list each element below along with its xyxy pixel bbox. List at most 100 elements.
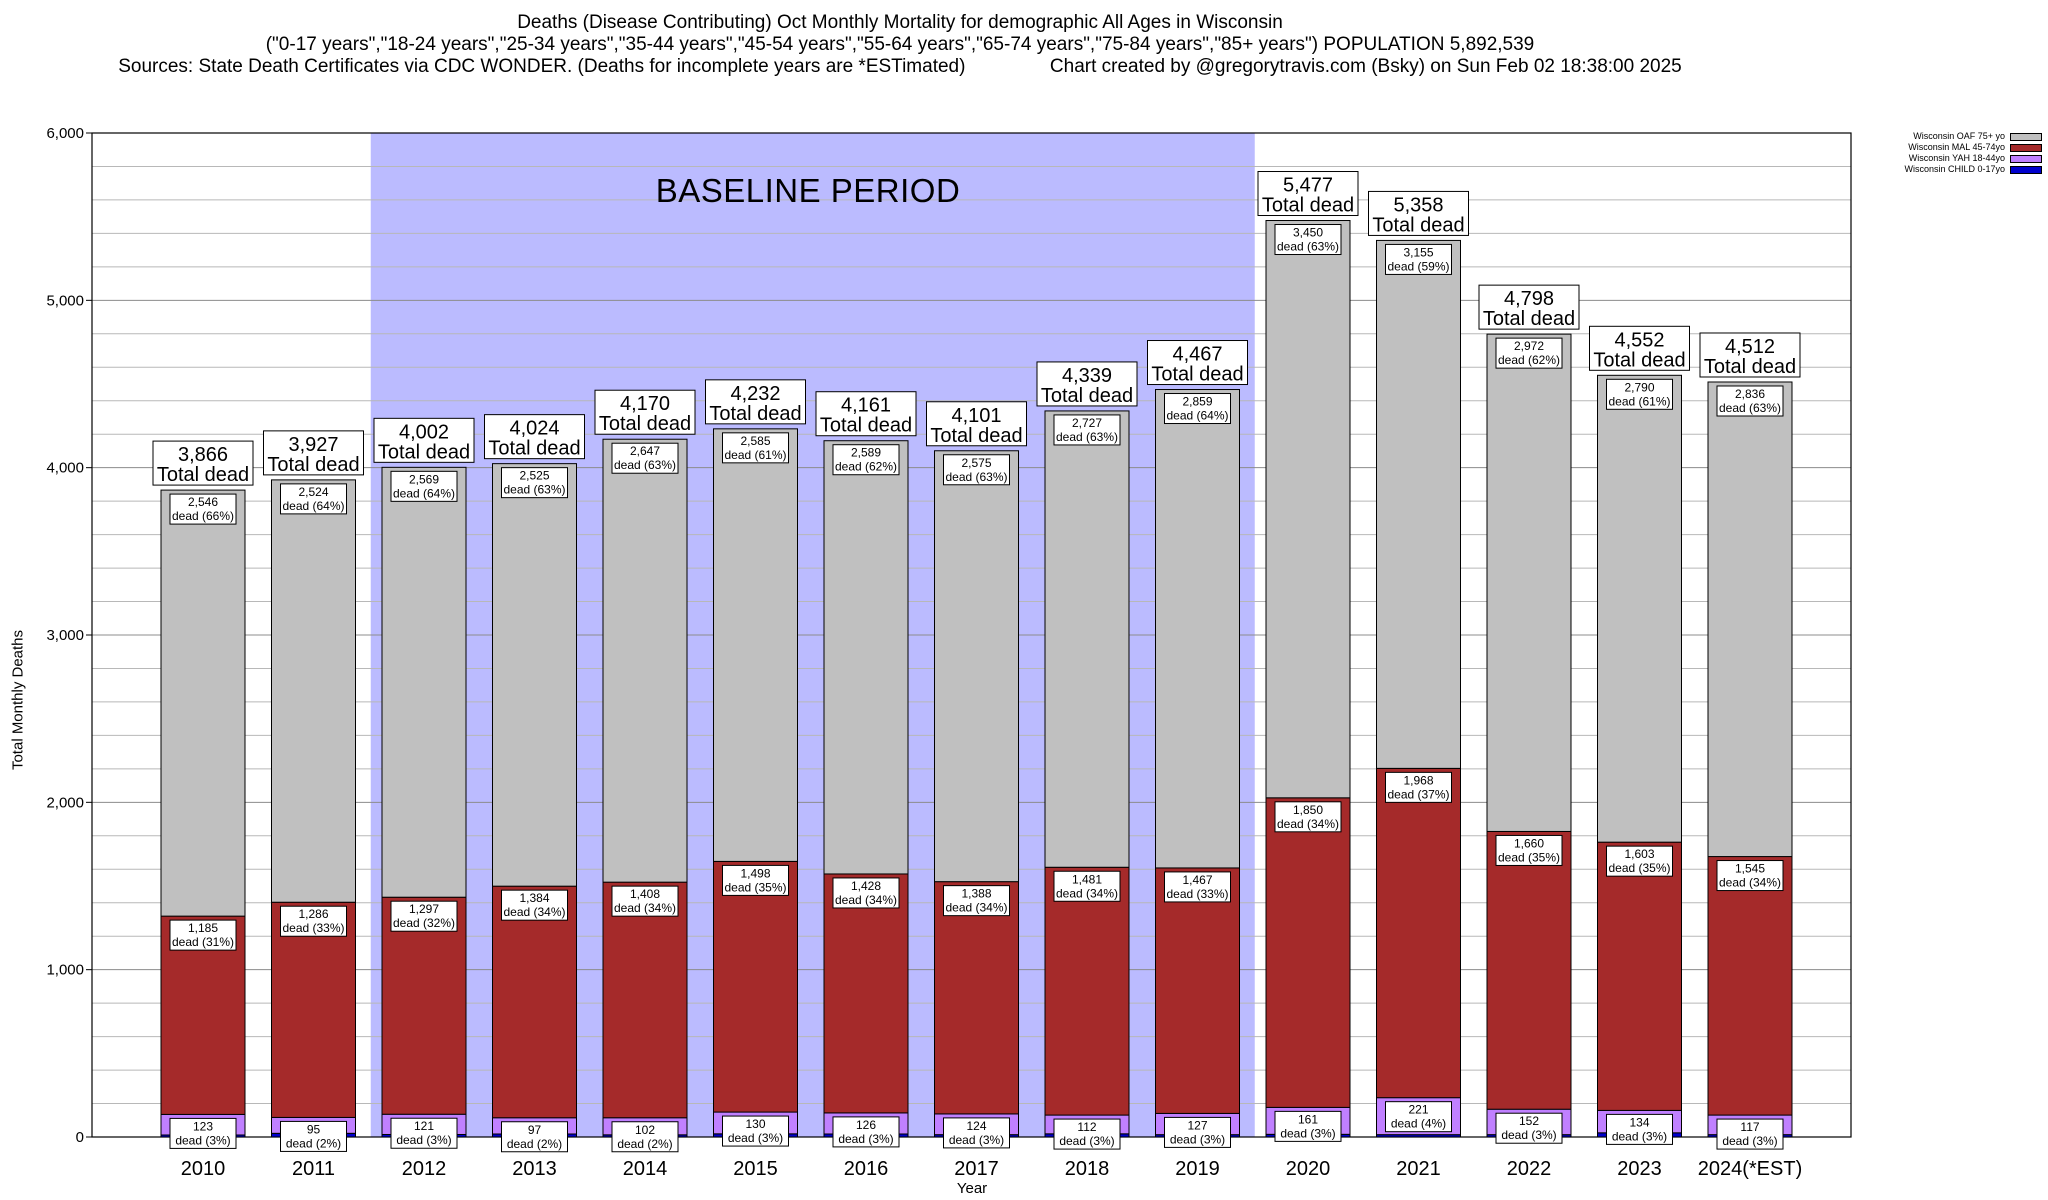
oaf-label-pct: dead (59%) xyxy=(1387,259,1449,273)
oaf-label-box xyxy=(611,442,679,474)
oaf-label-value: 3,155 xyxy=(1403,245,1433,259)
legend-item-yah: Wisconsin YAH 18-44yo xyxy=(1852,153,2042,164)
total-label-suffix: Total dead xyxy=(709,403,801,425)
total-label-box xyxy=(1699,332,1801,378)
x-tick-label: 2011 xyxy=(292,1158,335,1180)
yah-label-box xyxy=(1053,1118,1121,1150)
yah-label-value: 152 xyxy=(1519,1114,1539,1128)
yah-label-value: 112 xyxy=(1077,1120,1096,1134)
total-label-box xyxy=(594,389,696,435)
total-label-suffix: Total dead xyxy=(1041,385,1133,407)
oaf-label-pct: dead (64%) xyxy=(393,486,455,500)
yah-label-pct: dead (3%) xyxy=(396,1133,451,1147)
total-label-box xyxy=(373,417,475,463)
mal-label-box xyxy=(1716,860,1784,892)
bar-oaf-segment xyxy=(381,466,467,898)
oaf-label-value: 2,647 xyxy=(630,444,660,458)
y-tick-label: 6,000 xyxy=(46,125,84,142)
legend-label: Wisconsin YAH 18-44yo xyxy=(1908,153,2005,163)
bar-mal-segment xyxy=(602,881,688,1119)
mal-label-pct: dead (34%) xyxy=(1277,817,1339,831)
x-tick-label: 2020 xyxy=(1286,1158,1331,1180)
bar-oaf-segment xyxy=(934,450,1019,883)
mal-label-value: 1,297 xyxy=(409,902,439,916)
legend-swatch xyxy=(2010,154,2042,163)
oaf-label-value: 2,546 xyxy=(188,495,218,509)
yah-label-box xyxy=(1495,1112,1563,1144)
yah-label-pct: dead (3%) xyxy=(1059,1134,1114,1148)
oaf-label-box xyxy=(1164,393,1231,425)
bar-mal-segment xyxy=(1155,867,1240,1114)
mal-label-pct: dead (34%) xyxy=(1719,876,1781,890)
yah-label-pct: dead (3%) xyxy=(175,1133,230,1147)
total-label-value: 5,358 xyxy=(1393,194,1443,216)
mal-label-pct: dead (37%) xyxy=(1387,787,1449,801)
x-tick-label: 2024(*EST) xyxy=(1698,1158,1803,1180)
yah-label-value: 123 xyxy=(193,1119,213,1133)
mal-label-value: 1,388 xyxy=(961,887,991,901)
oaf-label-pct: dead (64%) xyxy=(282,499,344,513)
mal-label-pct: dead (35%) xyxy=(1608,861,1670,875)
oaf-label-pct: dead (66%) xyxy=(172,509,234,523)
total-label-box xyxy=(705,379,806,425)
yah-label-pct: dead (3%) xyxy=(1501,1128,1556,1142)
total-label-suffix: Total dead xyxy=(599,413,691,435)
total-label-value: 4,232 xyxy=(730,383,780,405)
bar-mal-segment xyxy=(1265,797,1351,1108)
chart-sources: Sources: State Death Certificates via CD… xyxy=(118,56,966,77)
total-label-value: 4,024 xyxy=(509,418,559,440)
yah-label-value: 117 xyxy=(1740,1120,1759,1134)
mal-label-value: 1,545 xyxy=(1735,862,1765,876)
mal-label-box xyxy=(1606,845,1673,877)
oaf-label-box xyxy=(280,483,347,515)
bar-oaf-segment xyxy=(1486,333,1572,832)
total-label-value: 5,477 xyxy=(1283,175,1333,197)
yah-label-box xyxy=(169,1117,237,1149)
oaf-label-pct: dead (61%) xyxy=(724,448,786,462)
total-label-suffix: Total dead xyxy=(1483,308,1575,330)
mal-label-value: 1,968 xyxy=(1403,773,1433,787)
total-label-suffix: Total dead xyxy=(378,441,470,463)
x-tick-label: 2010 xyxy=(181,1158,226,1180)
oaf-label-value: 2,525 xyxy=(519,469,549,483)
yah-label-box xyxy=(1385,1101,1452,1133)
yah-label-box xyxy=(1606,1113,1673,1145)
yah-label-box xyxy=(943,1117,1010,1149)
mal-label-box xyxy=(1164,871,1231,903)
chart-credit: Chart created by @gregorytravis.com (Bsk… xyxy=(1049,56,1682,77)
bar-mal-segment xyxy=(713,860,798,1113)
total-label-value: 4,512 xyxy=(1725,336,1775,358)
y-tick-label: 3,000 xyxy=(46,627,84,644)
total-label-value: 4,798 xyxy=(1504,288,1554,310)
oaf-label-pct: dead (63%) xyxy=(1719,401,1781,415)
oaf-label-box xyxy=(1716,385,1784,417)
legend-label: Wisconsin OAF 75+ yo xyxy=(1913,131,2005,141)
total-label-value: 4,002 xyxy=(399,421,449,443)
chart-title: Deaths (Disease Contributing) Oct Monthl… xyxy=(517,12,1283,33)
bar-mal-segment xyxy=(823,873,909,1114)
mal-label-box xyxy=(1385,771,1452,803)
bar-mal-segment xyxy=(1597,841,1682,1111)
oaf-label-box xyxy=(1606,378,1673,410)
legend-item-mal: Wisconsin MAL 45-74yo xyxy=(1852,142,2042,153)
x-tick-label: 2013 xyxy=(512,1158,557,1180)
mal-label-pct: dead (35%) xyxy=(724,880,786,894)
oaf-label-pct: dead (63%) xyxy=(614,458,676,472)
mal-label-box xyxy=(280,905,347,937)
mal-label-box xyxy=(169,919,237,951)
yah-label-box xyxy=(722,1115,789,1147)
total-label-value: 4,467 xyxy=(1172,344,1222,366)
oaf-label-pct: dead (63%) xyxy=(1056,430,1118,444)
bar-oaf-segment xyxy=(1155,389,1240,869)
oaf-label-value: 2,569 xyxy=(409,472,439,486)
yah-label-pct: dead (3%) xyxy=(1170,1132,1225,1146)
bar-mal-segment xyxy=(1376,767,1461,1099)
oaf-label-value: 2,589 xyxy=(851,446,881,460)
y-tick-label: 2,000 xyxy=(46,794,84,811)
legend-label: Wisconsin CHILD 0-17yo xyxy=(1904,164,2005,174)
bar-oaf-segment xyxy=(823,440,909,875)
legend-item-child: Wisconsin CHILD 0-17yo xyxy=(1852,164,2042,175)
bar-mal-segment xyxy=(1044,866,1130,1116)
legend-swatch xyxy=(2010,132,2042,141)
oaf-label-box xyxy=(1385,243,1452,275)
